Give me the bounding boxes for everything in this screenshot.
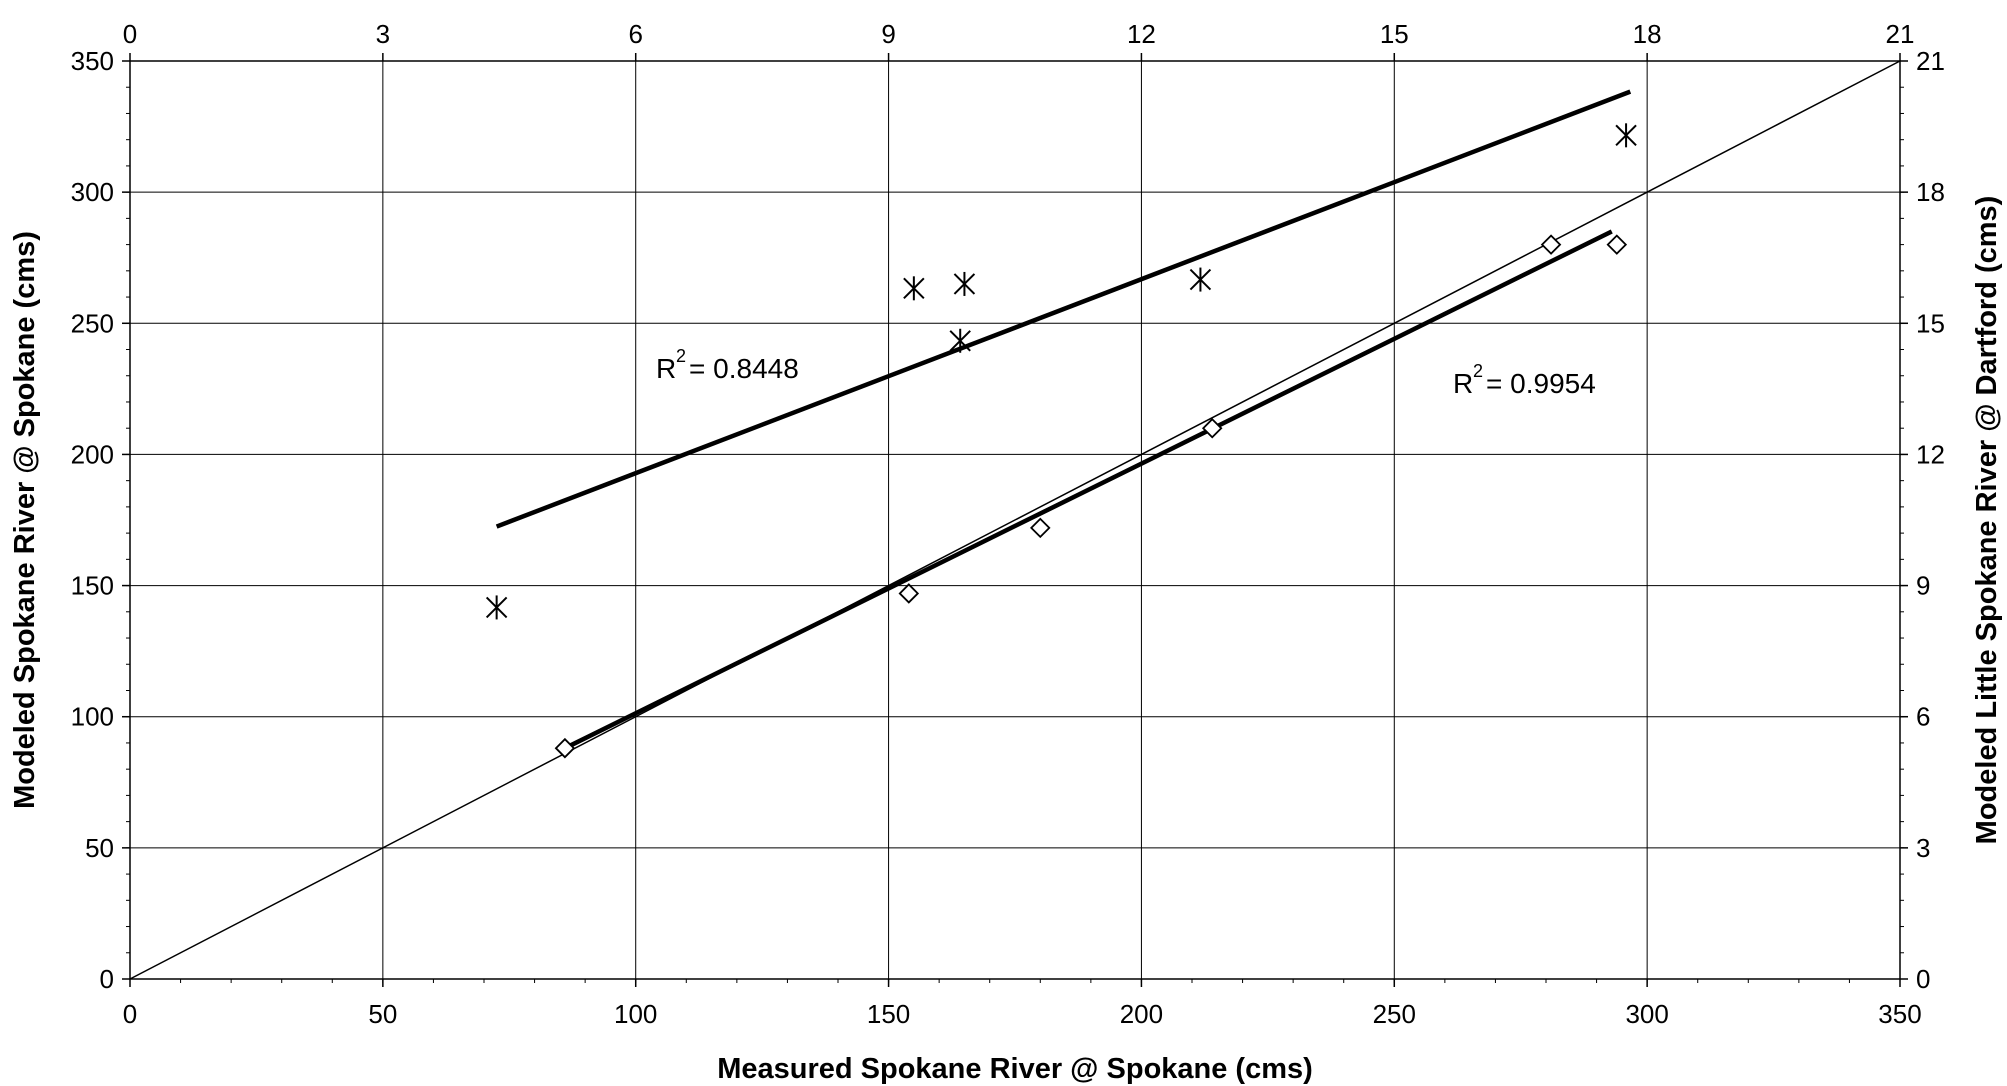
y2-tick-label: 0 — [1916, 964, 1930, 994]
x-tick-label: 200 — [1120, 999, 1163, 1029]
y-axis-title: Modeled Spokane River @ Spokane (cms) — [9, 231, 41, 809]
x2-tick-label: 0 — [123, 19, 137, 49]
diamond-point — [898, 583, 920, 604]
y2-tick-label: 12 — [1916, 439, 1945, 469]
y-tick-label: 200 — [71, 439, 114, 469]
svg-text:R: R — [656, 353, 676, 384]
x2-tick-label: 21 — [1886, 19, 1915, 49]
diamond-point — [1606, 234, 1628, 255]
y-tick-label: 250 — [71, 308, 114, 338]
x-tick-label: 0 — [123, 999, 137, 1029]
svg-text:R: R — [1453, 368, 1473, 399]
trendline-primary — [563, 229, 1613, 751]
y2-tick-label: 15 — [1916, 308, 1945, 338]
y-tick-label: 100 — [71, 702, 114, 732]
star-point — [485, 595, 508, 620]
plot-area — [129, 60, 1901, 980]
svg-text:2: 2 — [676, 346, 686, 366]
x-tick-label: 250 — [1373, 999, 1416, 1029]
star-point — [953, 271, 976, 296]
x-tick-label: 100 — [614, 999, 657, 1029]
x2-tick-label: 15 — [1380, 19, 1409, 49]
reference-line — [129, 60, 1901, 980]
y2-tick-label: 3 — [1916, 833, 1930, 863]
x-axis-title: Measured Spokane River @ Spokane (cms) — [717, 1053, 1313, 1085]
star-point — [1189, 267, 1212, 292]
star-point — [903, 276, 925, 301]
x2-tick-label: 3 — [376, 19, 390, 49]
diamond-point — [1030, 517, 1051, 539]
y-tick-label: 50 — [85, 833, 114, 863]
trendline-secondary — [495, 89, 1632, 529]
x-tick-label: 150 — [867, 999, 910, 1029]
x-tick-label: 300 — [1625, 999, 1668, 1029]
x-tick-label: 350 — [1878, 999, 1921, 1029]
y-tick-label: 300 — [71, 177, 114, 207]
y2-tick-label: 9 — [1916, 571, 1930, 601]
diamond-point — [1201, 417, 1223, 439]
svg-text:2: 2 — [1473, 361, 1483, 381]
x2-tick-label: 9 — [881, 19, 895, 49]
one-to-one-line — [129, 60, 1901, 980]
y2-axis-title: Modeled Little Spokane River @ Dartford … — [1971, 196, 2003, 845]
y2-tick-label: 6 — [1916, 702, 1930, 732]
data-points — [485, 123, 1637, 759]
star-point — [949, 328, 971, 353]
r2-label-primary: R 2 = 0.9954 — [1453, 361, 1596, 399]
diamond-point — [1540, 234, 1562, 255]
axis-ticks: 0 50 100 150 200 250 300 3500501001502002503003… — [71, 19, 1945, 1029]
y-tick-label: 350 — [71, 46, 114, 76]
y2-tick-label: 18 — [1916, 177, 1945, 207]
r2-label-secondary: R 2 = 0.8448 — [656, 346, 799, 384]
star-point — [1615, 123, 1637, 148]
svg-text:= 0.8448: = 0.8448 — [689, 353, 799, 384]
x-tick-label: 50 — [368, 999, 397, 1029]
y2-tick-label: 21 — [1916, 46, 1945, 76]
y-tick-label: 150 — [71, 571, 114, 601]
x2-tick-label: 18 — [1633, 19, 1662, 49]
y-tick-label: 0 — [100, 964, 114, 994]
x2-tick-label: 6 — [628, 19, 642, 49]
svg-text:= 0.9954: = 0.9954 — [1486, 368, 1596, 399]
trendlines — [495, 89, 1632, 751]
x2-tick-label: 12 — [1127, 19, 1156, 49]
grid-lines — [130, 61, 1900, 979]
diamond-point — [554, 737, 576, 759]
